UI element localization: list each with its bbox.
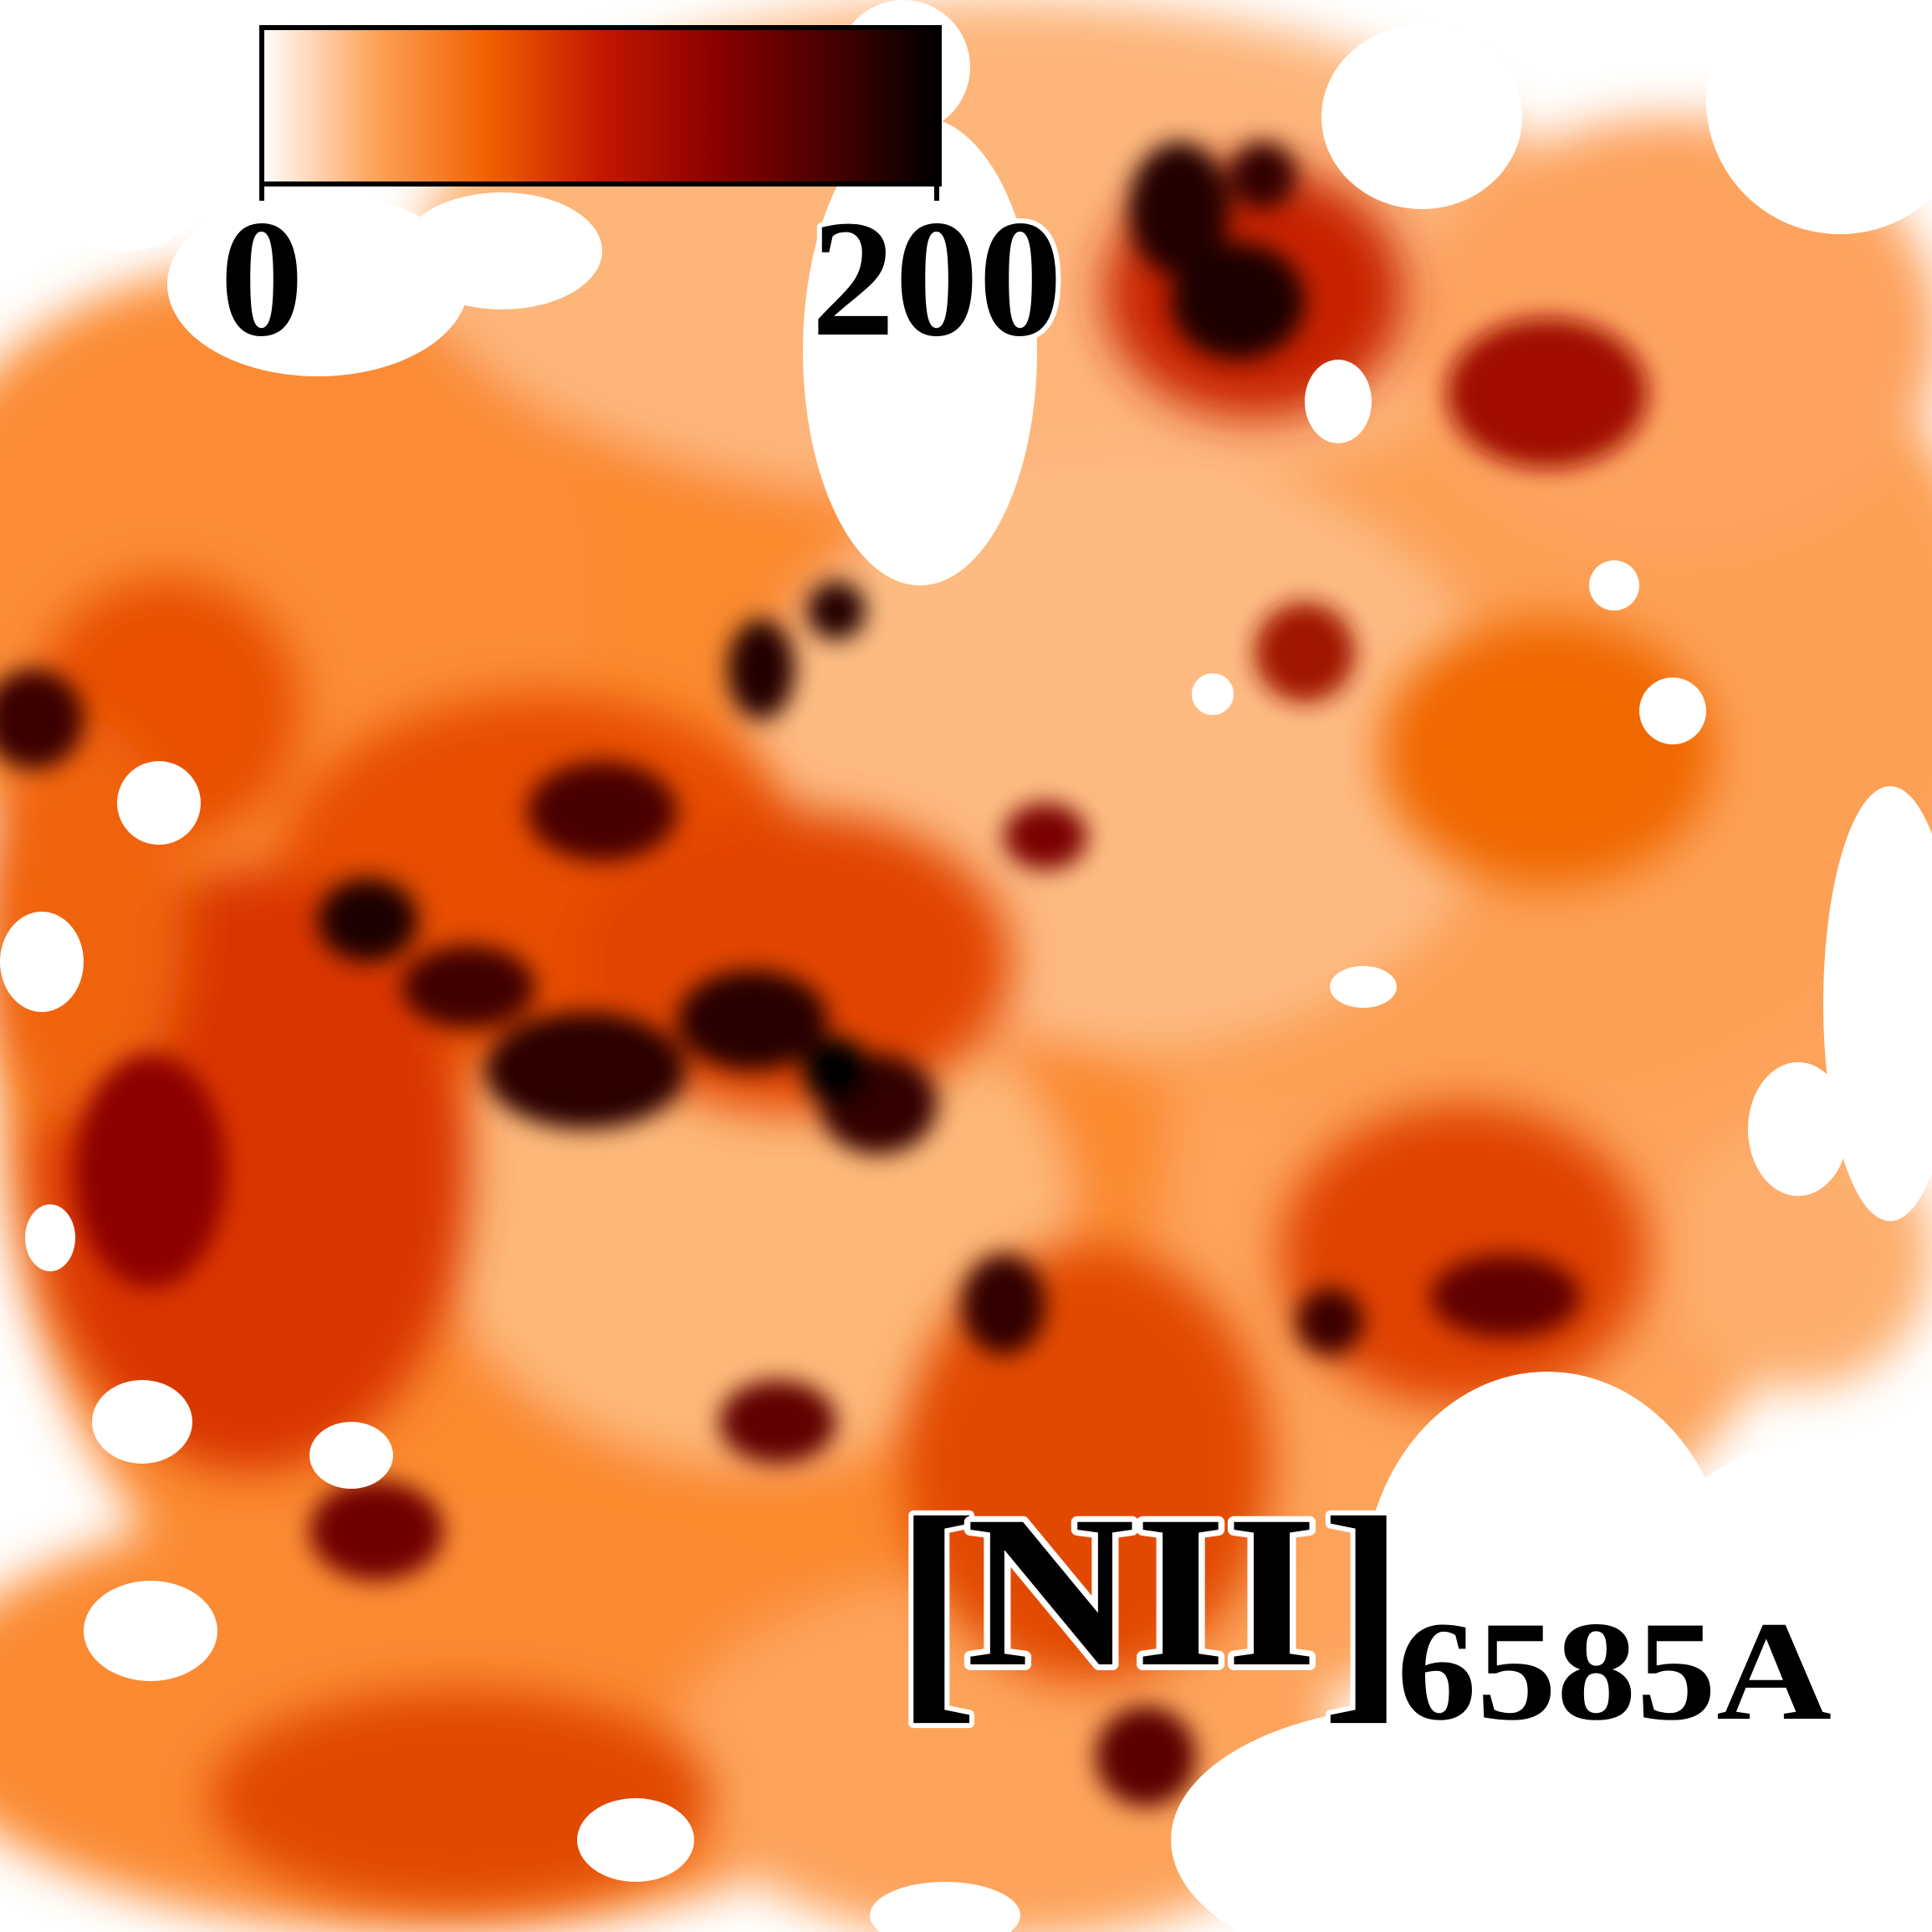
bracket-open: [ — [895, 1466, 979, 1744]
emission-dense-clumps — [0, 142, 1648, 1807]
emission-bright-layer — [0, 167, 1715, 1907]
colorbar-gradient — [259, 25, 942, 187]
colorbar-min-label: 0 — [220, 187, 304, 371]
species-label: NII — [966, 1471, 1317, 1712]
colorbar-max-label: 200 — [811, 187, 1062, 371]
colorbar: 0 200 — [215, 25, 1067, 376]
bracket-close: ] — [1321, 1466, 1405, 1744]
wavelength-label: 6585A — [1397, 1592, 1832, 1750]
emission-line-label: [ NII ] 6585A — [890, 1461, 1835, 1753]
